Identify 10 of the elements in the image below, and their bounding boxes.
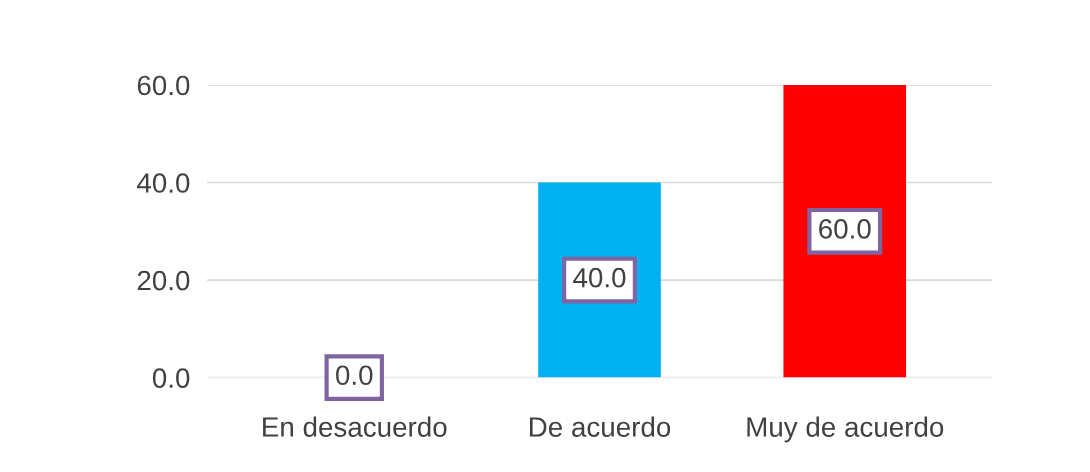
- data-label: 0.0: [336, 365, 373, 386]
- data-label: 60.0: [819, 219, 871, 239]
- y-tick-label: 0.0: [152, 368, 190, 388]
- x-tick-label: Muy de acuerdo: [747, 416, 944, 443]
- y-tick-label: 20.0: [137, 270, 190, 291]
- x-tick-label: En desacuerdo: [263, 416, 447, 437]
- y-tick-label: 60.0: [137, 75, 190, 96]
- data-label: 40.0: [573, 267, 626, 288]
- y-tick-label: 40.0: [137, 173, 190, 193]
- x-tick-label: De acuerdo: [529, 416, 671, 437]
